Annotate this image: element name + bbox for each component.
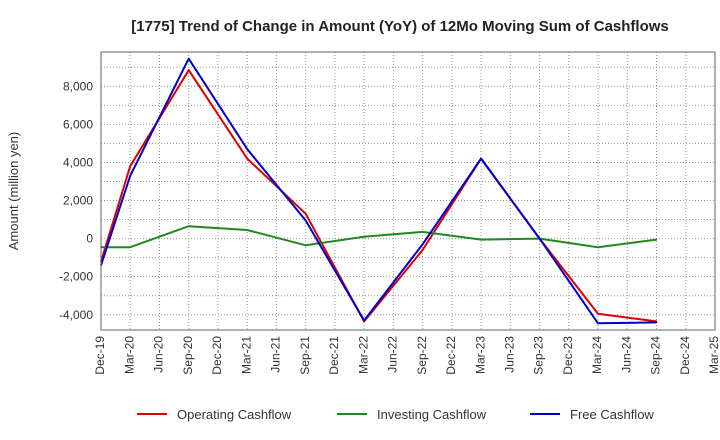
data-point-investing-cashflow [187, 225, 190, 228]
x-axis-ticks: Dec-19 Mar-20 Jun-20 Sep-20 Dec-20 Mar-21 Jun-… [93, 336, 720, 375]
data-point-free-cashflow [363, 319, 365, 322]
grid [100, 52, 716, 330]
plot-frame [100, 51, 716, 331]
data-point-operating-cashflow [304, 213, 307, 215]
data-point-investing-cashflow [597, 246, 599, 248]
y-tick-label: -4,000 [59, 308, 93, 322]
x-tick-label: Jun-20 [152, 336, 166, 373]
y-axis-label: Amount (million yen) [6, 132, 21, 251]
legend-label-operating-cashflow: Operating Cashflow [177, 407, 292, 422]
data-point-free-cashflow [421, 243, 424, 246]
x-tick-label: Sep-22 [415, 336, 429, 375]
x-tick-label: Jun-23 [503, 336, 517, 373]
y-tick-label: 8,000 [63, 79, 93, 93]
data-point-investing-cashflow [304, 244, 307, 247]
x-tick-label: Jun-21 [269, 336, 283, 373]
legend: Operating Cashflow Investing Cashflow Free… [137, 407, 654, 422]
x-tick-label: Dec-24 [678, 336, 692, 375]
y-tick-label: 0 [86, 232, 93, 246]
data-point-operating-cashflow [246, 157, 248, 160]
data-point-free-cashflow [597, 322, 599, 325]
x-tick-label: Sep-21 [298, 336, 312, 375]
plot-area [101, 52, 715, 330]
legend-label-free-cashflow: Free Cashflow [570, 407, 654, 422]
data-point-free-cashflow [538, 237, 541, 240]
y-tick-label: 2,000 [63, 194, 93, 208]
data-point-free-cashflow [129, 174, 132, 177]
x-tick-label: Mar-25 [707, 336, 720, 374]
data-point-free-cashflow [246, 148, 248, 150]
chart-title: [1775] Trend of Change in Amount (YoY) o… [131, 18, 669, 35]
x-tick-label: Mar-24 [590, 336, 604, 374]
data-point-operating-cashflow [187, 69, 190, 71]
data-point-investing-cashflow [480, 238, 482, 241]
data-point-free-cashflow [304, 219, 307, 222]
series-lines [100, 57, 658, 325]
data-point-free-cashflow [655, 321, 658, 324]
y-axis-ticks: -4,000 -2,000 0 2,000 4,000 6,000 8,000 [59, 79, 93, 321]
x-tick-label: Mar-23 [473, 336, 487, 374]
x-tick-label: Mar-22 [356, 336, 370, 374]
x-tick-label: Dec-20 [210, 336, 224, 375]
x-tick-label: Sep-20 [181, 336, 195, 375]
x-tick-label: Sep-24 [649, 336, 663, 375]
legend-label-investing-cashflow: Investing Cashflow [377, 407, 487, 422]
data-point-investing-cashflow [129, 246, 132, 248]
x-tick-label: Dec-21 [327, 336, 341, 375]
x-tick-label: Mar-20 [122, 336, 136, 374]
x-tick-label: Mar-21 [239, 336, 253, 374]
x-tick-label: Jun-24 [619, 336, 633, 373]
y-tick-label: 6,000 [63, 117, 93, 131]
data-point-investing-cashflow [421, 231, 424, 233]
data-point-operating-cashflow [597, 313, 599, 315]
data-point-investing-cashflow [363, 235, 365, 238]
y-tick-label: 4,000 [63, 155, 93, 169]
y-tick-label: -2,000 [59, 270, 93, 284]
data-point-operating-cashflow [421, 249, 424, 251]
x-tick-label: Sep-23 [532, 336, 546, 375]
x-tick-label: Dec-19 [93, 336, 107, 375]
data-point-investing-cashflow [655, 238, 658, 241]
x-tick-label: Dec-23 [561, 336, 575, 375]
x-tick-label: Dec-22 [444, 336, 458, 375]
data-point-investing-cashflow [246, 229, 248, 231]
data-point-free-cashflow [480, 157, 482, 160]
x-tick-label: Jun-22 [386, 336, 400, 373]
data-point-free-cashflow [187, 57, 190, 60]
data-point-operating-cashflow [129, 165, 132, 168]
